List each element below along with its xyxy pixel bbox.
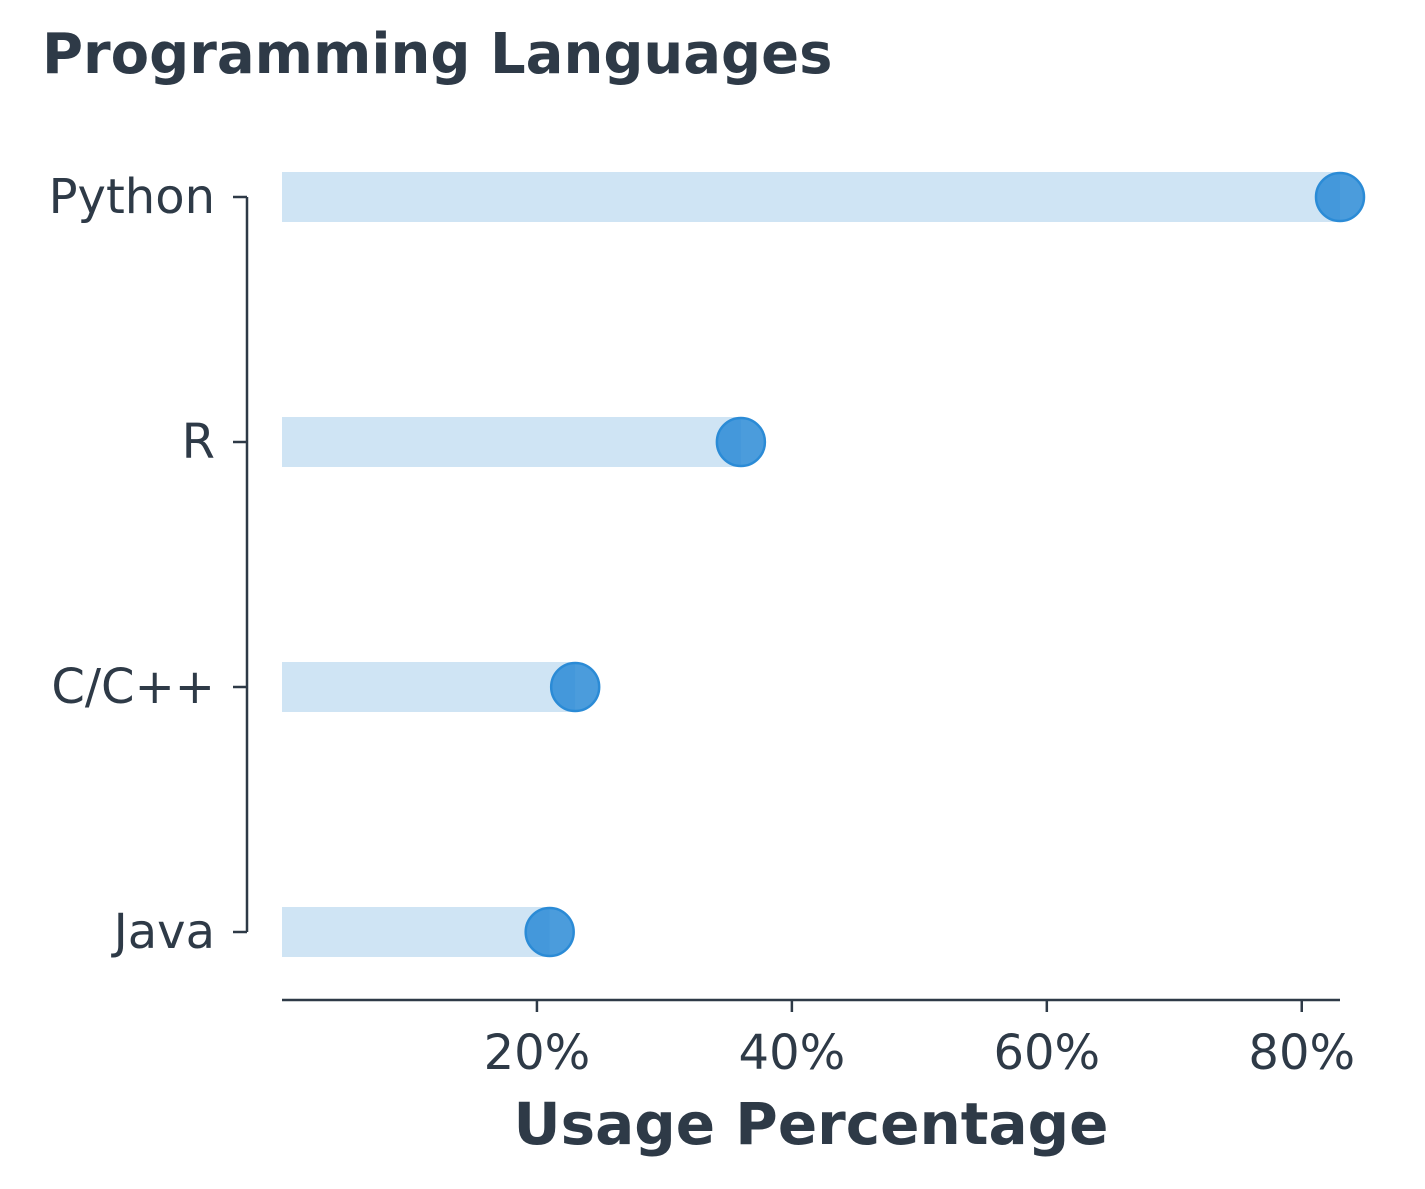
stem bbox=[282, 662, 576, 712]
stem bbox=[282, 172, 1340, 222]
x-tick-label: 60% bbox=[993, 1025, 1100, 1081]
x-tick-label: 20% bbox=[484, 1025, 591, 1081]
stem bbox=[282, 907, 550, 957]
x-axis-label: Usage Percentage bbox=[514, 1090, 1109, 1158]
y-tick-label: R bbox=[182, 414, 215, 470]
y-tick-label: C/C++ bbox=[51, 659, 215, 715]
dot bbox=[524, 906, 575, 958]
dot bbox=[1314, 171, 1366, 223]
x-tick-label: 80% bbox=[1248, 1025, 1355, 1081]
dot bbox=[715, 416, 767, 468]
x-tick-label: 40% bbox=[739, 1025, 846, 1081]
y-tick-label: Java bbox=[111, 904, 215, 960]
chart-title: Programming Languages bbox=[42, 22, 832, 87]
stem bbox=[282, 417, 741, 467]
dot bbox=[549, 661, 601, 713]
y-tick-label: Python bbox=[49, 169, 215, 225]
